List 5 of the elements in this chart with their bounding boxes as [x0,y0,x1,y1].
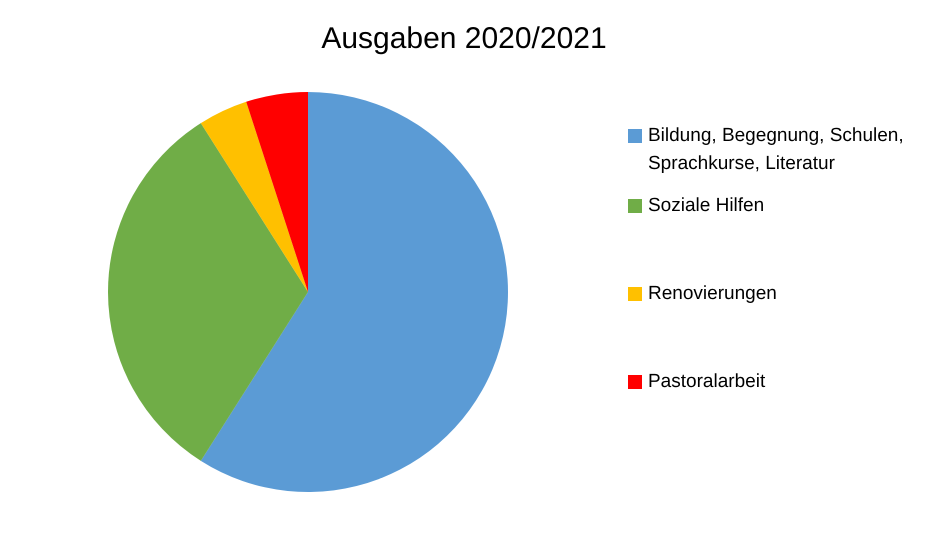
legend-label: Soziale Hilfen [648,194,764,218]
legend-label: Renovierungen [648,282,777,306]
chart-title: Ausgaben 2020/2021 [320,21,608,57]
legend-label: Bildung, Begegnung, Schulen, Sprachkurse, Literatur [648,124,905,176]
legend-label: Pastoralarbeit [648,370,766,394]
